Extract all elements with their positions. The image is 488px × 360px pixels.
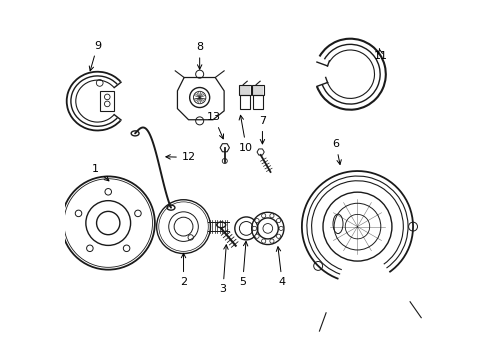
Text: 5: 5 (239, 242, 247, 287)
Text: 11: 11 (373, 49, 387, 61)
Text: 4: 4 (276, 247, 285, 287)
Circle shape (261, 239, 265, 243)
Circle shape (261, 213, 265, 218)
Text: 8: 8 (196, 42, 203, 69)
Circle shape (252, 226, 256, 230)
Circle shape (269, 213, 273, 218)
Text: 10: 10 (239, 115, 253, 153)
Text: 13: 13 (206, 112, 223, 139)
Circle shape (254, 234, 259, 238)
Text: 12: 12 (165, 152, 196, 162)
Text: 2: 2 (180, 253, 187, 287)
Circle shape (269, 239, 273, 243)
Circle shape (254, 219, 259, 223)
Text: 3: 3 (219, 245, 228, 294)
Circle shape (276, 234, 280, 238)
Text: 6: 6 (332, 139, 341, 165)
Text: 9: 9 (89, 41, 101, 71)
Text: 7: 7 (258, 116, 265, 144)
Text: 1: 1 (92, 164, 109, 181)
Circle shape (279, 226, 283, 230)
Circle shape (276, 219, 280, 223)
